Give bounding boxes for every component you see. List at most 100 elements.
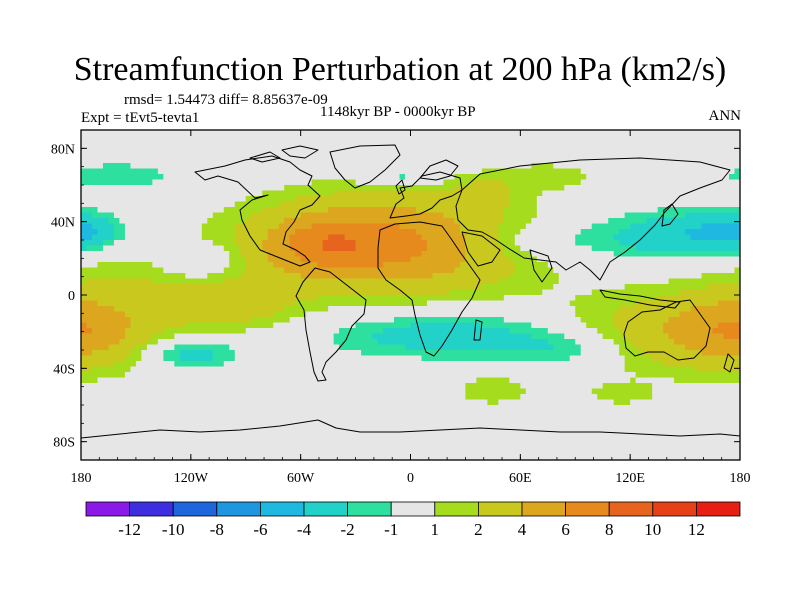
field-cell [459, 306, 467, 313]
field-cell [448, 130, 456, 137]
field-cell [207, 273, 214, 280]
field-cell [256, 157, 263, 164]
field-cell [317, 223, 324, 230]
field-cell [223, 311, 230, 318]
field-cell [509, 262, 516, 269]
field-cell [86, 135, 93, 142]
field-cell [223, 328, 230, 335]
field-cell [646, 339, 653, 346]
field-cell [454, 262, 461, 269]
field-cell [102, 267, 110, 274]
field-cell [646, 223, 653, 230]
field-cell [657, 267, 664, 274]
field-cell [481, 311, 488, 318]
field-cell [152, 333, 159, 340]
field-cell [119, 350, 126, 357]
field-cell [558, 157, 565, 164]
field-cell [212, 295, 219, 302]
field-cell [718, 322, 725, 329]
field-cell [668, 344, 675, 351]
field-cell [81, 262, 88, 269]
field-cell [168, 174, 175, 181]
field-cell [157, 295, 164, 302]
field-cell [509, 201, 516, 208]
field-cell [410, 344, 417, 351]
field-cell [696, 146, 703, 153]
field-cell [580, 273, 587, 280]
field-cell [652, 311, 659, 318]
field-cell [240, 284, 247, 291]
field-cell [322, 190, 329, 197]
field-cell [245, 317, 252, 324]
field-cell [383, 223, 390, 230]
field-cell [135, 306, 143, 313]
field-cell [223, 344, 230, 351]
field-cell [262, 256, 269, 263]
field-cell [553, 196, 560, 203]
field-cell [361, 168, 368, 175]
field-cell [372, 306, 379, 313]
field-cell [102, 333, 110, 340]
field-cell [575, 262, 582, 269]
field-cell [663, 212, 670, 219]
field-cell [328, 300, 335, 307]
field-cell [146, 240, 153, 247]
field-cell [509, 229, 516, 236]
field-cell [267, 306, 274, 313]
field-cell [383, 141, 390, 148]
field-cell [415, 212, 423, 219]
field-cell [525, 223, 532, 230]
field-cell [97, 289, 104, 296]
field-cell [586, 278, 593, 285]
field-cell [448, 196, 456, 203]
field-cell [525, 245, 532, 252]
field-cell [350, 174, 357, 181]
field-cell [240, 163, 247, 170]
field-cell [152, 190, 159, 197]
field-cell [229, 157, 236, 164]
field-cell [113, 311, 121, 318]
field-cell [569, 262, 576, 269]
field-cell [113, 146, 121, 153]
field-cell [679, 240, 686, 247]
field-cell [273, 212, 280, 219]
field-cell [218, 273, 225, 280]
field-cell [597, 240, 604, 247]
field-cell [476, 179, 483, 186]
field-cell [361, 322, 368, 329]
field-cell [300, 317, 307, 324]
field-cell [503, 256, 510, 263]
field-cell [218, 278, 225, 285]
field-cell [322, 229, 329, 236]
field-cell [229, 300, 236, 307]
field-cell [306, 146, 313, 153]
field-cell [102, 273, 110, 280]
field-cell [426, 317, 434, 324]
field-cell [207, 245, 214, 252]
field-cell [536, 157, 543, 164]
field-cell [465, 289, 472, 296]
field-cell [212, 135, 219, 142]
field-cell [476, 355, 483, 362]
field-cell [525, 306, 532, 313]
field-cell [300, 300, 307, 307]
field-cell [712, 196, 719, 203]
field-cell [558, 311, 565, 318]
field-cell [630, 333, 637, 340]
field-cell [119, 185, 126, 192]
field-cell [509, 212, 516, 219]
field-cell [157, 267, 164, 274]
field-cell [218, 130, 225, 137]
field-cell [344, 185, 351, 192]
field-cell [575, 328, 582, 335]
field-cell [481, 130, 488, 137]
field-cell [674, 333, 681, 340]
field-cell [701, 350, 708, 357]
field-cell [421, 163, 428, 170]
field-cell [234, 179, 241, 186]
field-cell [465, 190, 472, 197]
field-cell [256, 234, 263, 241]
field-cell [674, 218, 681, 225]
field-cell [388, 273, 395, 280]
field-cell [163, 163, 170, 170]
